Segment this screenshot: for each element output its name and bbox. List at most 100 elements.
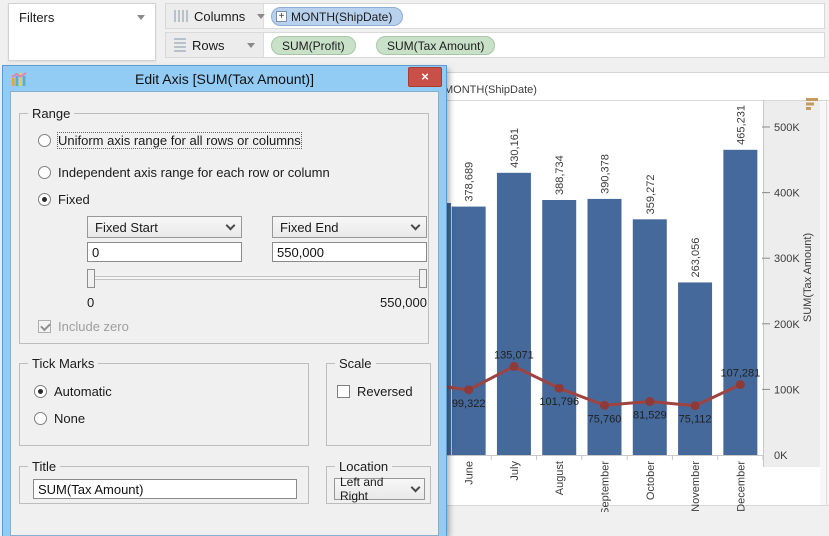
- line-point-october[interactable]: [645, 397, 655, 407]
- location-dropdown[interactable]: Left and Right: [334, 475, 425, 503]
- month-label-october[interactable]: October: [645, 461, 657, 500]
- scale-groupbox: Scale Reversed: [326, 356, 431, 446]
- pill-sum-tax-amount[interactable]: SUM(Tax Amount): [376, 36, 496, 55]
- radio-none[interactable]: None: [34, 410, 85, 426]
- sort-descending-icon[interactable]: [806, 102, 814, 106]
- month-label-november[interactable]: November: [690, 461, 702, 512]
- bar-partial-left[interactable]: [446, 203, 451, 455]
- radio-automatic[interactable]: Automatic: [34, 383, 112, 399]
- radio-independent-axis-range[interactable]: Independent axis range for each row or c…: [38, 164, 330, 180]
- fixed-start-dropdown[interactable]: Fixed Start: [87, 216, 242, 238]
- line-value-label: 75,760: [588, 413, 622, 425]
- rows-shelf-header: Rows: [166, 33, 264, 57]
- checkbox-box: [337, 384, 350, 398]
- slider-end-handle[interactable]: [419, 269, 427, 288]
- scale-legend: Scale: [335, 356, 376, 371]
- month-label-august[interactable]: August: [554, 461, 566, 495]
- bar-august[interactable]: [542, 199, 577, 455]
- month-label-december[interactable]: December: [735, 461, 747, 512]
- bar-july[interactable]: [496, 172, 531, 455]
- range-legend: Range: [28, 106, 75, 121]
- columns-grid-icon: [174, 10, 188, 22]
- pill-label: SUM(Tax Amount): [387, 38, 485, 53]
- line-value-label: 99,322: [452, 398, 486, 410]
- bar-december[interactable]: [723, 149, 758, 455]
- columns-label: Columns: [194, 8, 246, 24]
- slider-max-label: 550,000: [380, 295, 427, 310]
- month-label-september[interactable]: September: [600, 461, 612, 512]
- fixed-end-dropdown[interactable]: Fixed End: [272, 216, 427, 238]
- line-point-november[interactable]: [690, 401, 700, 411]
- radio-circle: [34, 384, 47, 398]
- filters-dropdown-arrow-icon[interactable]: [137, 15, 145, 20]
- line-point-september[interactable]: [600, 400, 609, 410]
- rows-shelf: Rows SUM(Profit) SUM(Tax Amount): [165, 32, 825, 58]
- line-point-december[interactable]: [735, 380, 745, 390]
- rows-label: Rows: [192, 37, 225, 53]
- tick-marks-groupbox: Tick Marks Automatic None: [19, 356, 309, 446]
- location-groupbox: Location Left and Right: [326, 459, 431, 504]
- bar-value-label: 430,161: [509, 128, 521, 168]
- bar-june[interactable]: [451, 206, 486, 455]
- y-axis-title[interactable]: SUM(Tax Amount): [802, 233, 814, 322]
- expand-icon[interactable]: +: [276, 11, 287, 22]
- right-margin-strip: [820, 100, 829, 505]
- line-value-label: 135,071: [494, 349, 534, 361]
- bar-value-label: 388,734: [554, 155, 566, 195]
- sort-descending-icon[interactable]: [806, 107, 811, 110]
- slider-min-label: 0: [87, 295, 95, 310]
- axis-title-input[interactable]: [33, 479, 297, 499]
- edit-axis-dialog: Edit Axis [SUM(Tax Amount)] × Range Unif…: [2, 65, 447, 536]
- dialog-titlebar[interactable]: Edit Axis [SUM(Tax Amount)] ×: [3, 66, 446, 91]
- bar-november[interactable]: [678, 282, 713, 455]
- include-zero-checkbox: Include zero: [38, 318, 129, 334]
- reversed-checkbox[interactable]: Reversed: [337, 383, 413, 399]
- chevron-down-icon: [410, 220, 421, 230]
- column-header-label: MONTH(ShipDate): [444, 84, 537, 96]
- chevron-down-icon: [225, 220, 236, 230]
- radio-label: Fixed: [58, 191, 90, 207]
- pill-label: SUM(Profit): [282, 38, 345, 53]
- rows-dropdown-arrow-icon[interactable]: [247, 42, 255, 48]
- pill-sum-profit[interactable]: SUM(Profit): [271, 36, 356, 55]
- radio-circle: [38, 192, 51, 206]
- bar-value-label: 378,689: [464, 162, 476, 202]
- month-label-july[interactable]: July: [509, 461, 521, 481]
- month-label-june[interactable]: June: [464, 461, 476, 485]
- y-tick-label: 300K: [774, 253, 800, 265]
- radio-label: None: [54, 410, 86, 426]
- line-value-label: 101,796: [539, 396, 579, 408]
- close-button[interactable]: ×: [408, 67, 442, 87]
- line-point-july[interactable]: [509, 361, 519, 371]
- pill-label: MONTH(ShipDate): [291, 9, 393, 24]
- y-tick-label: 0K: [774, 450, 788, 462]
- fixed-end-input[interactable]: [272, 242, 427, 262]
- bar-value-label: 390,378: [600, 154, 612, 194]
- fixed-start-input[interactable]: [87, 242, 242, 262]
- slider-start-handle[interactable]: [87, 269, 95, 288]
- dialog-body: Range Uniform axis range for all rows or…: [10, 91, 439, 536]
- dialog-title: Edit Axis [SUM(Tax Amount)]: [135, 70, 314, 87]
- line-point-june[interactable]: [464, 385, 474, 395]
- checkbox-box: [38, 319, 51, 333]
- line-point-august[interactable]: [554, 383, 564, 393]
- line-value-label: 81,529: [633, 410, 667, 422]
- range-slider-track[interactable]: [87, 276, 427, 280]
- columns-shelf-header: Columns: [166, 4, 266, 28]
- radio-uniform-axis-range[interactable]: Uniform axis range for all rows or colum…: [38, 131, 302, 149]
- sort-descending-icon[interactable]: [806, 98, 818, 101]
- columns-dropdown-arrow-icon[interactable]: [257, 13, 266, 19]
- bar-september[interactable]: [587, 198, 622, 455]
- pill-month-shipdate[interactable]: + MONTH(ShipDate): [271, 7, 404, 26]
- tick-marks-legend: Tick Marks: [28, 356, 99, 371]
- app-background: { "shelves": { "filters_label": "Filters…: [0, 0, 829, 512]
- radio-circle: [34, 411, 47, 425]
- y-tick-label: 200K: [774, 319, 800, 331]
- bar-october[interactable]: [632, 219, 667, 455]
- bar-value-label: 359,272: [645, 175, 657, 215]
- radio-fixed[interactable]: Fixed: [38, 191, 90, 207]
- tax-axis-strip[interactable]: [763, 100, 820, 467]
- worksheet: MONTH(ShipDate) 378,689 430,161 388,734 390,…: [440, 72, 829, 512]
- dropdown-value: Fixed End: [280, 219, 339, 235]
- dialog-chart-icon: [11, 72, 27, 86]
